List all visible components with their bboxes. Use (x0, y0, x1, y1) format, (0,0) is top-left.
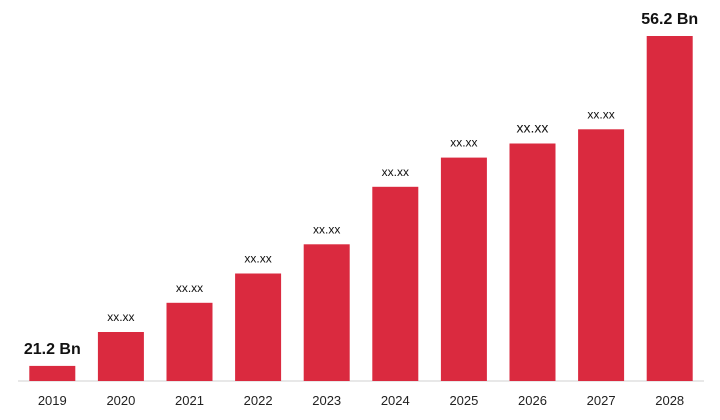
data-label-2020: xx.xx (107, 310, 134, 324)
x-tick-label-2019: 2019 (38, 393, 67, 408)
x-tick-label-2026: 2026 (518, 393, 547, 408)
data-labels-group: 21.2 Bn xx.xx xx.xx xx.xx xx.xx xx.xx xx.xx xx.… (24, 11, 698, 358)
data-label-2025: xx.xx (450, 136, 477, 150)
x-tick-label-2022: 2022 (244, 393, 273, 408)
bar-2028 (646, 36, 693, 381)
x-tick-label-2023: 2023 (312, 393, 341, 408)
data-label-2021: xx.xx (176, 281, 203, 295)
x-tick-label-2028: 2028 (655, 393, 684, 408)
bar-2024 (372, 186, 419, 381)
bar-2025 (440, 157, 487, 381)
data-label-2019: 21.2 Bn (24, 341, 81, 358)
x-tick-label-2020: 2020 (106, 393, 135, 408)
bar-2022 (235, 273, 282, 381)
data-label-2024: xx.xx (382, 165, 409, 179)
data-label-2027: xx.xx (587, 107, 614, 121)
bar-2027 (578, 129, 625, 381)
bar-2020 (97, 332, 144, 381)
data-label-2023: xx.xx (313, 222, 340, 236)
x-tick-label-2021: 2021 (175, 393, 204, 408)
bar-2019 (29, 365, 76, 381)
x-tick-labels-group: 2019 2020 2021 2022 2023 2024 2025 2026 2027 2028 (38, 393, 684, 408)
data-label-2026: xx.xx (517, 120, 549, 136)
bar-2023 (303, 244, 350, 381)
bar-2026 (509, 143, 556, 381)
x-tick-label-2027: 2027 (587, 393, 616, 408)
x-tick-label-2025: 2025 (449, 393, 478, 408)
bar-2021 (166, 302, 213, 381)
bars-group (29, 36, 693, 381)
data-label-2028: 56.2 Bn (641, 11, 698, 28)
x-tick-label-2024: 2024 (381, 393, 410, 408)
data-label-2022: xx.xx (244, 252, 271, 266)
